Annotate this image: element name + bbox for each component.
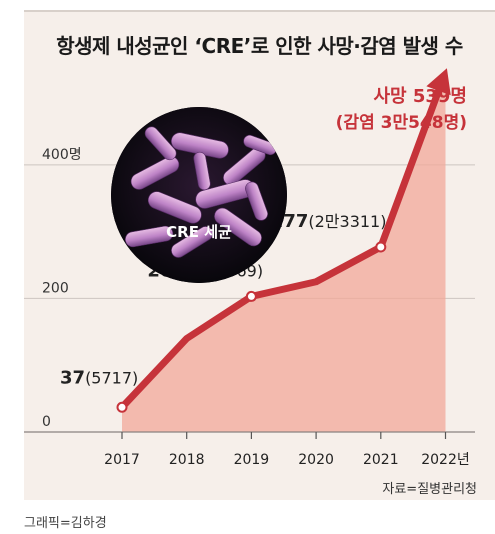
series-line [118,81,445,411]
series-arrowhead [426,68,451,96]
data-label-detail: (5717) [85,368,138,387]
x-tick-label: 2020 [298,452,334,468]
highlight-infections: (감염 3만548명) [336,113,467,133]
graphic-credit: 그래픽=김하경 [24,516,107,531]
data-label: 277(2만3311) [271,211,387,232]
chart-panel: 항생제 내성균인 ‘CRE’로 인한 사망·감염 발생 수 0 200 400명 20… [24,10,495,500]
data-point [116,401,128,413]
cre-bacteria-photo: CRE 세균 [111,107,287,283]
x-tick-label: 2022년 [421,452,470,468]
chart-title: 항생제 내성균인 ‘CRE’로 인한 사망·감염 발생 수 [56,34,463,58]
data-label: 37(5717) [60,367,138,388]
bacteria-illustration [111,107,287,283]
photo-label: CRE 세균 [166,223,232,241]
x-tick-label: 2021 [363,452,399,468]
area-fill [122,72,446,433]
data-label-detail: (2만3311) [308,212,386,231]
data-point [375,241,387,253]
y-tick-label: 0 [42,414,51,430]
data-point [245,290,257,302]
x-tick-label: 2017 [104,452,140,468]
x-tick-label: 2019 [234,452,270,468]
y-tick-label: 400명 [42,147,82,163]
source-note: 자료=질병관리청 [382,482,477,497]
highlight-deaths: 사망 539명 [373,86,467,107]
area-chart: 0 200 400명 2017 2018 2019 2020 2021 2022년 37(5717… [24,68,475,468]
x-tick-label: 2018 [169,452,205,468]
data-label-value: 37 [60,367,85,388]
y-tick-label: 200 [42,280,69,296]
